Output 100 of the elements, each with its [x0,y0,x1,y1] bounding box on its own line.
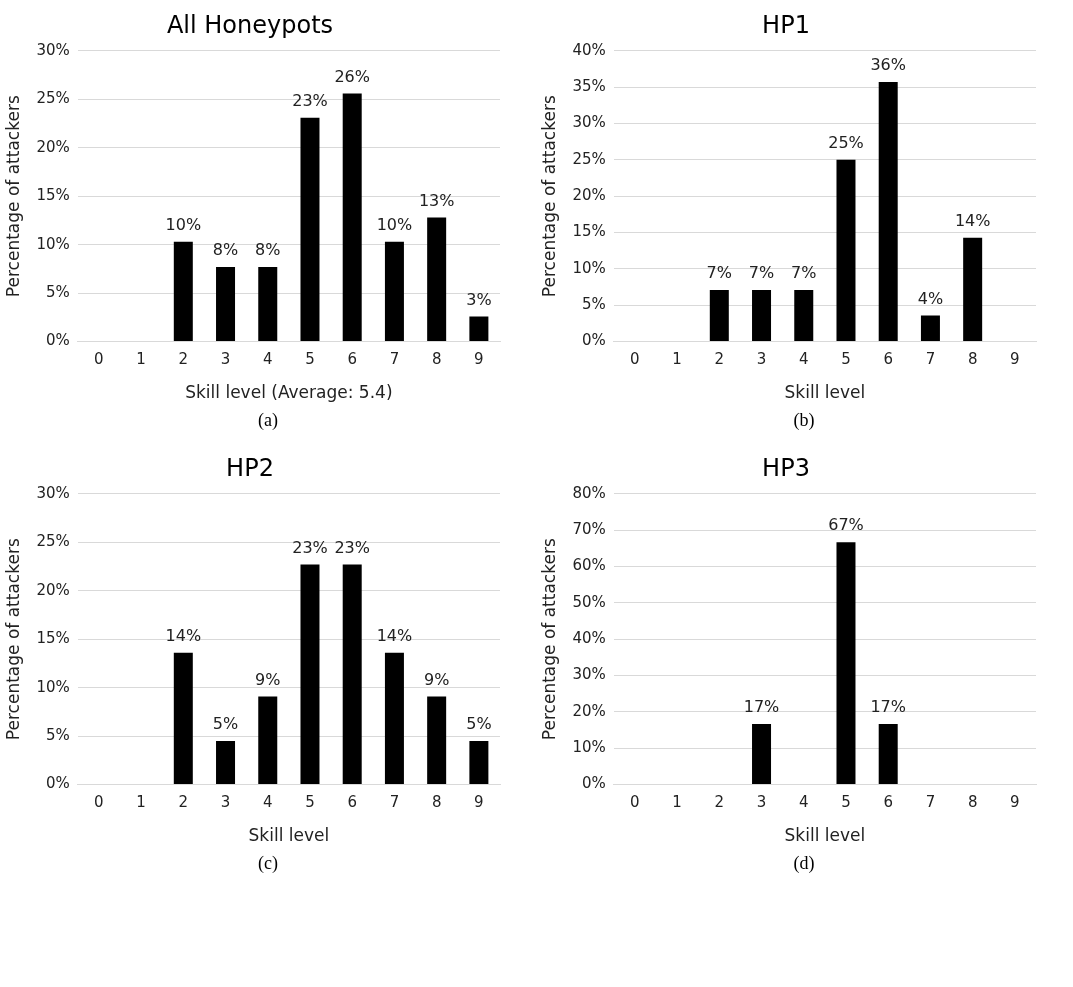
x-tick-label: 1 [672,793,682,812]
x-tick-label: 7 [389,350,400,369]
x-axis-title: Skill level (Average: 5.4) [185,382,393,403]
text: (d) [792,853,816,874]
data-label: 3% [466,289,492,309]
x-tick-label: 2 [714,793,725,812]
data-label: 23% [334,537,370,557]
y-tick-label: 20% [572,186,606,205]
y-axis-title: Percentage of attackers [538,95,559,298]
y-tick-label: 5% [45,726,70,745]
bar [384,652,404,785]
x-tick-label: 8 [431,793,442,812]
x-tick-label: 9 [474,793,484,812]
y-tick-label: 10% [572,258,606,277]
data-label: 7% [748,263,775,283]
bar [878,82,898,342]
y-tick-label: 20% [36,137,70,156]
x-tick-label: 1 [136,793,146,812]
x-tick-label: 9 [1010,793,1020,812]
data-label: 10% [165,214,202,234]
y-tick-label: 0% [581,331,606,350]
y-tick-label: 35% [572,77,606,96]
x-tick-label: 5 [841,793,851,812]
bar [836,159,856,342]
x-tick-label: 7 [389,793,400,812]
data-label: 9% [255,669,281,689]
text: (a) [257,410,279,431]
chart-title: HP1 [762,10,810,39]
y-tick-label: 50% [572,592,606,611]
x-tick-label: 3 [756,793,767,812]
y-tick-label: 40% [572,629,606,648]
x-tick-label: 2 [714,350,725,369]
data-label: 36% [870,55,906,75]
y-tick-label: 0% [45,331,70,350]
x-tick-label: 0 [630,350,640,369]
y-tick-label: 5% [581,295,606,314]
y-tick-label: 10% [572,738,606,757]
text: (b) [792,410,816,431]
y-tick-label: 15% [572,222,606,241]
x-tick-label: 6 [883,350,893,369]
data-label: 14% [376,625,413,645]
data-label: 7% [791,263,817,283]
x-tick-label: 4 [262,350,273,369]
x-tick-label: 5 [841,350,851,369]
x-tick-label: 8 [967,350,978,369]
data-label: 13% [418,190,455,210]
data-label: 17% [870,697,906,717]
y-tick-label: 80% [572,483,606,502]
x-tick-label: 5 [305,350,315,369]
x-tick-label: 2 [178,350,189,369]
y-tick-label: 25% [572,149,606,168]
bar [173,241,193,342]
bar [794,289,814,342]
y-tick-label: 30% [36,40,70,59]
data-label: 23% [292,537,328,557]
x-tick-label: 1 [136,350,146,369]
x-tick-label: 8 [431,350,442,369]
x-tick-label: 0 [94,793,104,812]
y-axis-title: Percentage of attackers [538,538,559,741]
x-tick-label: 0 [630,793,640,812]
data-label: 25% [828,133,864,153]
bar [469,740,489,785]
bar [752,289,772,342]
chart-title: HP2 [226,453,274,482]
bar [963,237,983,342]
y-tick-label: 0% [45,774,70,793]
y-tick-label: 10% [36,677,70,696]
bar [920,315,940,342]
bar [216,740,236,785]
x-tick-label: 0 [94,350,104,369]
bar [427,217,447,342]
bar [258,696,278,785]
data-label: 26% [334,66,370,86]
data-label: 17% [743,697,780,717]
y-tick-label: 15% [36,186,70,205]
data-label: 8% [255,240,281,260]
bar [709,289,729,342]
y-tick-label: 30% [572,113,606,132]
x-tick-label: 3 [756,350,767,369]
data-label: 23% [292,90,328,110]
x-axis-title: Skill level [248,825,330,846]
bar [342,564,362,785]
y-tick-label: 20% [36,580,70,599]
y-tick-label: 20% [572,701,606,720]
y-axis-title: Percentage of attackers [2,538,23,741]
text: (c) [257,853,279,874]
x-tick-label: 9 [1010,350,1020,369]
y-tick-label: 60% [572,556,606,575]
bar [342,93,362,342]
x-tick-label: 6 [347,793,357,812]
data-label: 7% [706,263,732,283]
bar [300,117,320,342]
bar [216,266,236,342]
data-label: 14% [165,625,202,645]
x-tick-label: 6 [347,350,357,369]
x-tick-label: 5 [305,793,315,812]
x-tick-label: 9 [474,350,484,369]
data-label: 10% [376,214,413,234]
bar [469,316,489,342]
data-label: 67% [828,515,864,535]
